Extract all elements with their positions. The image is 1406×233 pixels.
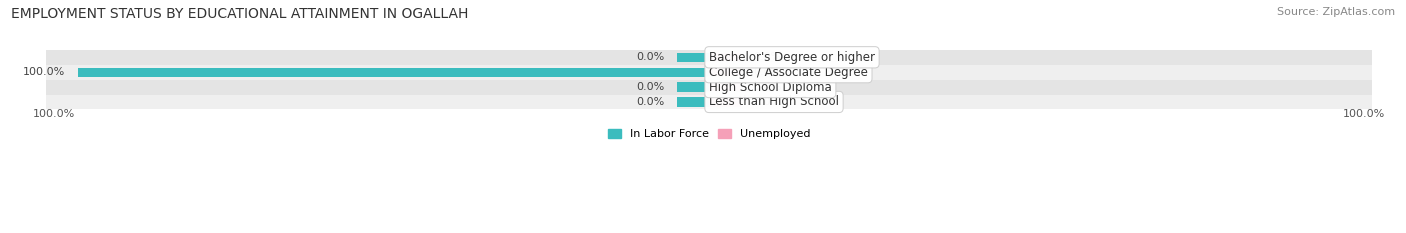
Bar (709, 82, 741, 92)
Bar (46, 95, 1372, 109)
Text: 100.0%: 100.0% (34, 109, 76, 119)
Bar (678, 82, 709, 92)
Text: 0.0%: 0.0% (754, 82, 782, 92)
Text: 0.0%: 0.0% (754, 52, 782, 62)
Text: Source: ZipAtlas.com: Source: ZipAtlas.com (1277, 7, 1395, 17)
Text: Less than High School: Less than High School (709, 96, 839, 108)
Text: 0.0%: 0.0% (754, 67, 782, 77)
Text: High School Diploma: High School Diploma (709, 81, 832, 94)
Bar (709, 68, 741, 77)
Bar (46, 65, 1372, 80)
Text: College / Associate Degree: College / Associate Degree (709, 66, 868, 79)
Text: 100.0%: 100.0% (1343, 109, 1385, 119)
Text: Bachelor's Degree or higher: Bachelor's Degree or higher (709, 51, 875, 64)
Bar (46, 80, 1372, 95)
Legend: In Labor Force, Unemployed: In Labor Force, Unemployed (607, 129, 810, 139)
Text: 100.0%: 100.0% (22, 67, 65, 77)
Text: 0.0%: 0.0% (637, 52, 665, 62)
Bar (709, 97, 741, 106)
Bar (678, 97, 709, 106)
Bar (678, 53, 709, 62)
Text: EMPLOYMENT STATUS BY EDUCATIONAL ATTAINMENT IN OGALLAH: EMPLOYMENT STATUS BY EDUCATIONAL ATTAINM… (11, 7, 468, 21)
Text: 0.0%: 0.0% (754, 97, 782, 107)
Bar (77, 68, 709, 77)
Bar (46, 50, 1372, 65)
Text: 0.0%: 0.0% (637, 82, 665, 92)
Bar (709, 53, 741, 62)
Text: 0.0%: 0.0% (637, 97, 665, 107)
